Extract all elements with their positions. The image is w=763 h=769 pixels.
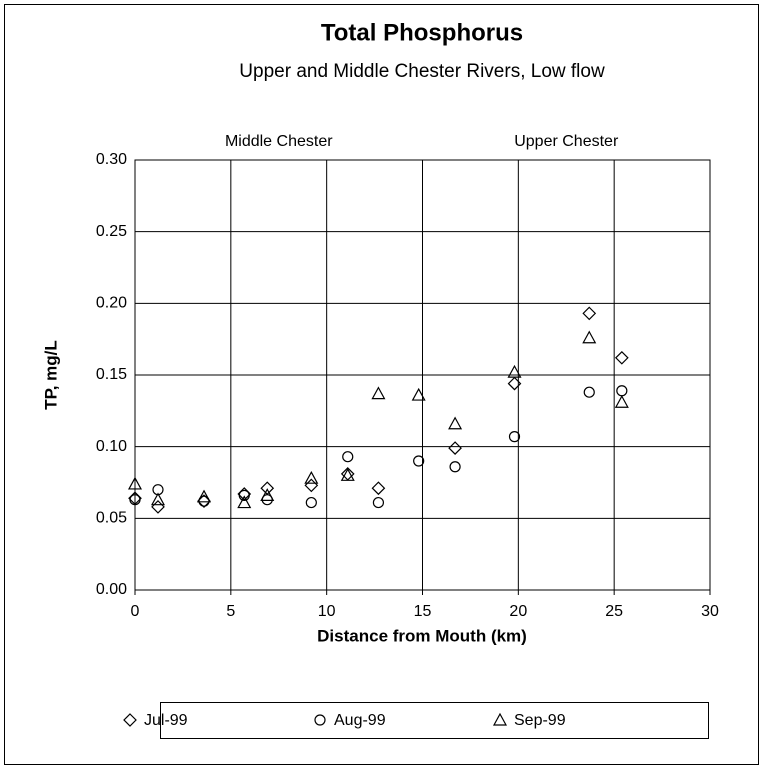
marker — [196, 489, 212, 503]
legend-marker — [314, 714, 326, 726]
y-tick-label: 0.10 — [96, 438, 127, 455]
y-tick-label: 0.15 — [96, 366, 127, 383]
marker — [127, 476, 143, 490]
x-tick-label: 30 — [701, 603, 719, 620]
chart-frame — [4, 4, 759, 765]
y-tick-label: 0.05 — [96, 510, 127, 527]
marker — [614, 394, 629, 408]
marker — [304, 478, 319, 493]
marker — [582, 330, 597, 344]
marker — [411, 387, 426, 401]
legend-label: Aug-99 — [334, 712, 386, 729]
marker — [413, 455, 425, 467]
marker — [129, 494, 141, 506]
marker — [507, 364, 522, 378]
annotation: Upper Chester — [514, 133, 619, 150]
legend — [160, 702, 709, 739]
marker — [371, 386, 386, 400]
y-axis-label: TP, mg/L — [41, 340, 60, 410]
x-tick-label: 10 — [318, 603, 336, 620]
marker — [260, 488, 275, 501]
marker — [340, 468, 355, 481]
legend-label: Sep-99 — [514, 712, 566, 729]
marker — [304, 470, 319, 484]
x-tick-label: 25 — [605, 603, 623, 620]
x-tick-label: 20 — [509, 603, 527, 620]
legend-marker — [123, 713, 137, 727]
x-tick-label: 15 — [414, 603, 432, 620]
y-tick-label: 0.20 — [96, 295, 127, 312]
annotation: Middle Chester — [225, 133, 333, 150]
marker — [508, 431, 521, 443]
legend-label: Jul-99 — [144, 712, 188, 729]
marker — [238, 489, 250, 501]
chart-subtitle: Upper and Middle Chester Rivers, Low flo… — [239, 61, 605, 82]
marker — [614, 350, 629, 365]
x-tick-label: 0 — [131, 603, 140, 620]
chart-title: Total Phosphorus — [321, 19, 523, 46]
marker — [507, 376, 522, 391]
marker — [305, 496, 317, 509]
marker — [448, 441, 462, 455]
marker — [197, 494, 211, 508]
x-tick-label: 5 — [226, 603, 235, 620]
x-axis-label: Distance from Mouth (km) — [317, 626, 527, 645]
marker — [448, 416, 463, 430]
marker — [449, 461, 461, 473]
y-tick-label: 0.00 — [96, 581, 127, 598]
marker — [150, 492, 166, 506]
y-tick-label: 0.30 — [96, 151, 127, 168]
marker — [342, 451, 354, 463]
legend-marker — [492, 712, 508, 726]
marker — [583, 386, 595, 398]
y-tick-label: 0.25 — [96, 223, 127, 240]
marker — [616, 385, 628, 397]
marker — [151, 500, 165, 514]
marker — [237, 495, 252, 509]
marker — [371, 481, 386, 496]
marker — [372, 496, 385, 509]
marker — [582, 306, 597, 321]
